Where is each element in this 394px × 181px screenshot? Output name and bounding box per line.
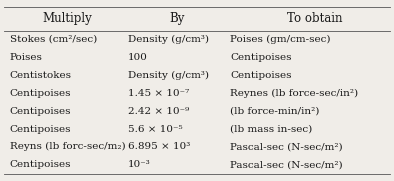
Text: Density (g/cm³): Density (g/cm³) (128, 71, 209, 80)
Text: Centipoises: Centipoises (10, 160, 71, 169)
Text: Centipoises: Centipoises (230, 71, 292, 80)
Text: To obtain: To obtain (288, 12, 343, 25)
Text: By: By (169, 12, 185, 25)
Text: Pascal-sec (N-sec/m²): Pascal-sec (N-sec/m²) (230, 160, 343, 169)
Text: Centipoises: Centipoises (10, 107, 71, 116)
Text: Density (g/cm³): Density (g/cm³) (128, 35, 209, 44)
Text: 100: 100 (128, 53, 148, 62)
Text: 2.42 × 10⁻⁹: 2.42 × 10⁻⁹ (128, 107, 189, 116)
Text: (lb mass in-sec): (lb mass in-sec) (230, 125, 313, 134)
Text: Centipoises: Centipoises (10, 89, 71, 98)
Text: Centipoises: Centipoises (230, 53, 292, 62)
Text: Centipoises: Centipoises (10, 125, 71, 134)
Text: 5.6 × 10⁻⁵: 5.6 × 10⁻⁵ (128, 125, 183, 134)
Text: Poises (gm/cm-sec): Poises (gm/cm-sec) (230, 35, 331, 44)
Text: 1.45 × 10⁻⁷: 1.45 × 10⁻⁷ (128, 89, 189, 98)
Text: Poises: Poises (10, 53, 43, 62)
Text: Stokes (cm²/sec): Stokes (cm²/sec) (10, 35, 97, 44)
Text: Pascal-sec (N-sec/m²): Pascal-sec (N-sec/m²) (230, 142, 343, 151)
Text: (lb force-min/in²): (lb force-min/in²) (230, 107, 320, 116)
Text: Multiply: Multiply (42, 12, 92, 25)
Text: 6.895 × 10³: 6.895 × 10³ (128, 142, 190, 151)
Text: Reyns (lb forc-sec/m₂): Reyns (lb forc-sec/m₂) (10, 142, 125, 151)
Text: 10⁻³: 10⁻³ (128, 160, 151, 169)
Text: Centistokes: Centistokes (10, 71, 72, 80)
Text: Reynes (lb force-sec/in²): Reynes (lb force-sec/in²) (230, 89, 359, 98)
